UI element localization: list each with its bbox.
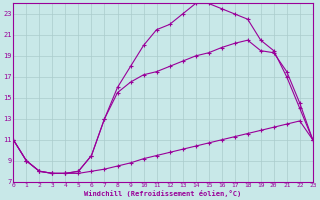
X-axis label: Windchill (Refroidissement éolien,°C): Windchill (Refroidissement éolien,°C) — [84, 190, 242, 197]
